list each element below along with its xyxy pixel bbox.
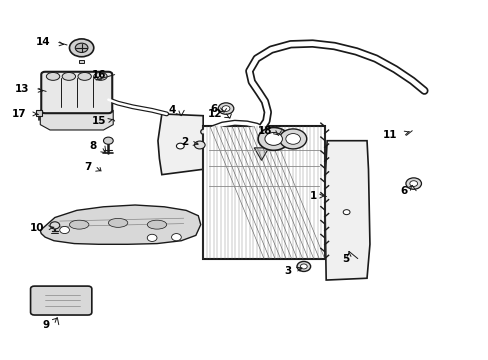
Bar (203, 126, 324, 258)
Text: 3: 3 (284, 266, 290, 276)
Circle shape (279, 129, 306, 149)
Bar (77, 293, 82, 309)
Bar (36, 110, 42, 116)
Text: 13: 13 (15, 84, 29, 94)
Circle shape (171, 234, 181, 241)
Text: 12: 12 (208, 109, 222, 119)
Circle shape (218, 103, 233, 114)
Polygon shape (40, 205, 201, 244)
Circle shape (285, 134, 300, 144)
Text: 7: 7 (84, 162, 91, 172)
Bar (79, 60, 84, 63)
Text: 8: 8 (89, 141, 96, 151)
Bar (36, 293, 42, 309)
Text: 6: 6 (399, 186, 407, 196)
Text: 5: 5 (341, 253, 348, 264)
Ellipse shape (94, 72, 107, 80)
Ellipse shape (108, 219, 127, 227)
Circle shape (343, 210, 349, 215)
Ellipse shape (62, 72, 75, 80)
Text: 1: 1 (309, 191, 316, 201)
Circle shape (147, 234, 157, 242)
Circle shape (296, 261, 310, 271)
Polygon shape (254, 148, 268, 160)
Text: 10: 10 (30, 223, 44, 233)
Text: 15: 15 (91, 116, 106, 126)
Circle shape (75, 43, 88, 53)
Circle shape (264, 132, 282, 145)
Circle shape (50, 222, 60, 229)
FancyBboxPatch shape (30, 286, 92, 315)
Circle shape (60, 226, 69, 234)
Ellipse shape (46, 72, 60, 80)
Ellipse shape (78, 72, 91, 80)
Text: 11: 11 (383, 130, 397, 140)
Text: 9: 9 (43, 320, 50, 330)
Circle shape (300, 264, 306, 269)
Polygon shape (40, 111, 113, 130)
Circle shape (103, 137, 113, 144)
Circle shape (194, 141, 204, 149)
Circle shape (176, 143, 184, 149)
Ellipse shape (69, 220, 89, 229)
Text: 16: 16 (91, 69, 106, 80)
FancyBboxPatch shape (41, 72, 112, 113)
Polygon shape (158, 114, 203, 175)
Circle shape (409, 181, 417, 186)
Text: 4: 4 (168, 105, 175, 115)
Polygon shape (324, 141, 369, 280)
Circle shape (69, 39, 94, 57)
Text: 6: 6 (210, 104, 217, 113)
Text: 2: 2 (181, 138, 188, 148)
Circle shape (222, 106, 229, 111)
Circle shape (405, 178, 421, 189)
Text: 18: 18 (258, 126, 272, 136)
Text: 17: 17 (12, 109, 27, 119)
Ellipse shape (147, 220, 166, 229)
Circle shape (258, 127, 288, 150)
Text: 14: 14 (35, 37, 50, 48)
